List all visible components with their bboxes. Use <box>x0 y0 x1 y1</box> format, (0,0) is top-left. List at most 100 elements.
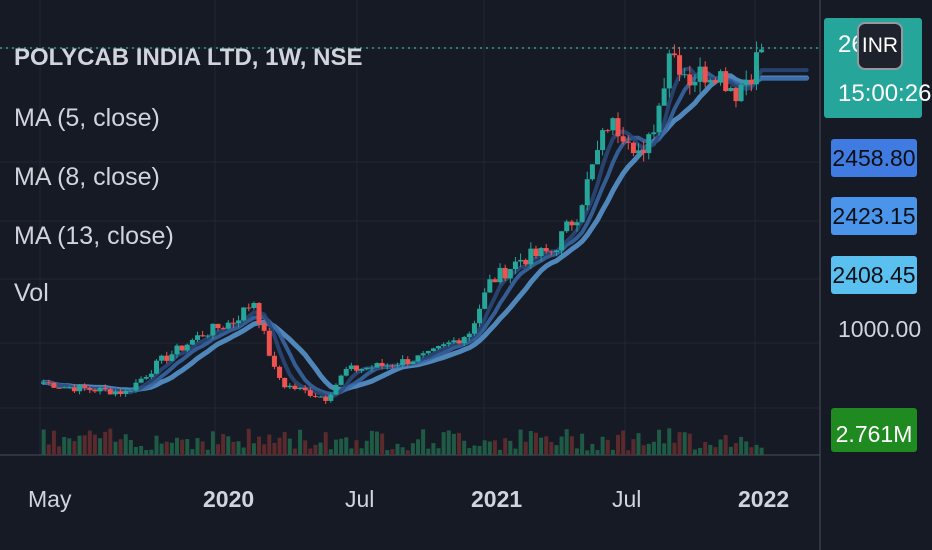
candle-body-65 <box>374 363 380 368</box>
volume-bar-16 <box>123 434 128 455</box>
volume-bar-113 <box>621 430 626 455</box>
volume-bar-94 <box>523 441 528 455</box>
volume-bar-129 <box>703 441 708 455</box>
candle-body-49 <box>292 385 298 390</box>
volume-bar-69 <box>395 443 400 455</box>
candle-body-14 <box>112 391 118 395</box>
volume-bar-90 <box>503 438 508 455</box>
legend-ma8[interactable]: MA (8, close) <box>14 163 160 191</box>
volume-bar-96 <box>533 432 538 455</box>
volume-bar-125 <box>682 432 687 455</box>
volume-bar-21 <box>149 449 154 455</box>
volume-bar-63 <box>364 440 369 455</box>
volume-bar-70 <box>400 447 405 455</box>
candle-body-55 <box>323 396 329 401</box>
candle-body-58 <box>338 375 344 385</box>
volume-bar-130 <box>708 444 713 455</box>
symbol-title[interactable]: POLYCAB INDIA LTD, 1W, NSE <box>14 44 363 71</box>
volume-bar-45 <box>272 442 277 455</box>
candle-body-62 <box>359 368 365 371</box>
candle-body-11 <box>97 387 103 392</box>
volume-bar-105 <box>580 433 585 455</box>
volume-bar-102 <box>564 429 569 455</box>
candle-body-64 <box>369 367 375 369</box>
volume-bar-65 <box>374 431 379 455</box>
volume-bar-9 <box>87 430 92 455</box>
volume-bar-62 <box>359 448 364 455</box>
candle-body-128 <box>697 66 703 82</box>
volume-bar-50 <box>298 429 303 455</box>
candle-body-37 <box>230 322 236 324</box>
legend-ma13[interactable]: MA (13, close) <box>14 222 174 250</box>
volume-bar-8 <box>82 435 87 455</box>
volume-bar-60 <box>349 448 354 455</box>
candle-body-57 <box>333 384 339 395</box>
volume-bar-47 <box>282 431 287 455</box>
currency-button[interactable]: INR <box>857 22 903 70</box>
candle-body-87 <box>487 279 493 293</box>
volume-bar-78 <box>441 432 446 455</box>
candle-body-74 <box>420 353 426 356</box>
volume-bar-46 <box>277 437 282 455</box>
volume-bar-88 <box>492 440 497 455</box>
candle-body-129 <box>702 66 708 83</box>
volume-bar-28 <box>185 439 190 455</box>
candle-body-117 <box>641 150 647 154</box>
volume-bar-121 <box>662 443 667 455</box>
candle-body-105 <box>579 205 585 223</box>
volume-bar-57 <box>333 439 338 455</box>
volume-bar-48 <box>287 438 292 455</box>
volume-bar-99 <box>549 441 554 455</box>
volume-bar-132 <box>718 439 723 455</box>
candle-body-106 <box>584 179 590 206</box>
candle-body-21 <box>148 373 154 377</box>
x-tick-jul-2021: Jul <box>612 486 642 512</box>
ma5-line <box>41 66 809 399</box>
candle-body-89 <box>497 267 503 283</box>
volume-bar-7 <box>77 435 82 455</box>
volume-bar-120 <box>657 429 662 455</box>
candle-body-59 <box>343 369 349 376</box>
volume-bar-32 <box>205 449 210 455</box>
volume-bar-36 <box>226 436 231 455</box>
volume-bar-108 <box>595 449 600 455</box>
volume-bar-54 <box>318 442 323 455</box>
volume-bar-41 <box>251 443 256 455</box>
candle-body-122 <box>666 53 672 89</box>
volume-bar-115 <box>631 439 636 455</box>
volume-bar-72 <box>410 443 415 455</box>
candle-body-46 <box>277 366 283 378</box>
volume-bar-107 <box>590 443 595 455</box>
candle-body-93 <box>518 259 524 262</box>
volume-bar-58 <box>339 438 344 455</box>
candle-body-35 <box>220 328 226 330</box>
candle-body-133 <box>723 71 729 92</box>
candle-body-36 <box>225 322 231 329</box>
legend-ma5[interactable]: MA (5, close) <box>14 104 160 132</box>
volume-bar-126 <box>687 433 692 455</box>
volume-bar-79 <box>446 430 451 455</box>
candle-body-109 <box>600 130 606 151</box>
candle-body-52 <box>307 390 313 396</box>
candle-body-140 <box>759 49 765 53</box>
candle-body-27 <box>179 345 185 351</box>
candle-body-3 <box>56 387 62 389</box>
candle-body-82 <box>461 337 467 344</box>
candle-body-108 <box>594 150 600 165</box>
candle-body-113 <box>620 136 626 142</box>
legend-volume[interactable]: Vol <box>14 279 49 307</box>
candle-body-73 <box>415 355 421 362</box>
volume-bar-123 <box>672 442 677 455</box>
candle-body-40 <box>246 307 252 309</box>
volume-bar-1 <box>46 444 51 455</box>
candle-body-26 <box>174 345 180 355</box>
volume-bar-26 <box>174 437 179 455</box>
candle-body-8 <box>82 385 88 388</box>
candle-body-75 <box>425 351 431 354</box>
candle-body-31 <box>200 335 206 337</box>
candle-body-85 <box>477 308 483 324</box>
volume-bar-43 <box>262 444 267 455</box>
candle-body-29 <box>189 339 195 345</box>
